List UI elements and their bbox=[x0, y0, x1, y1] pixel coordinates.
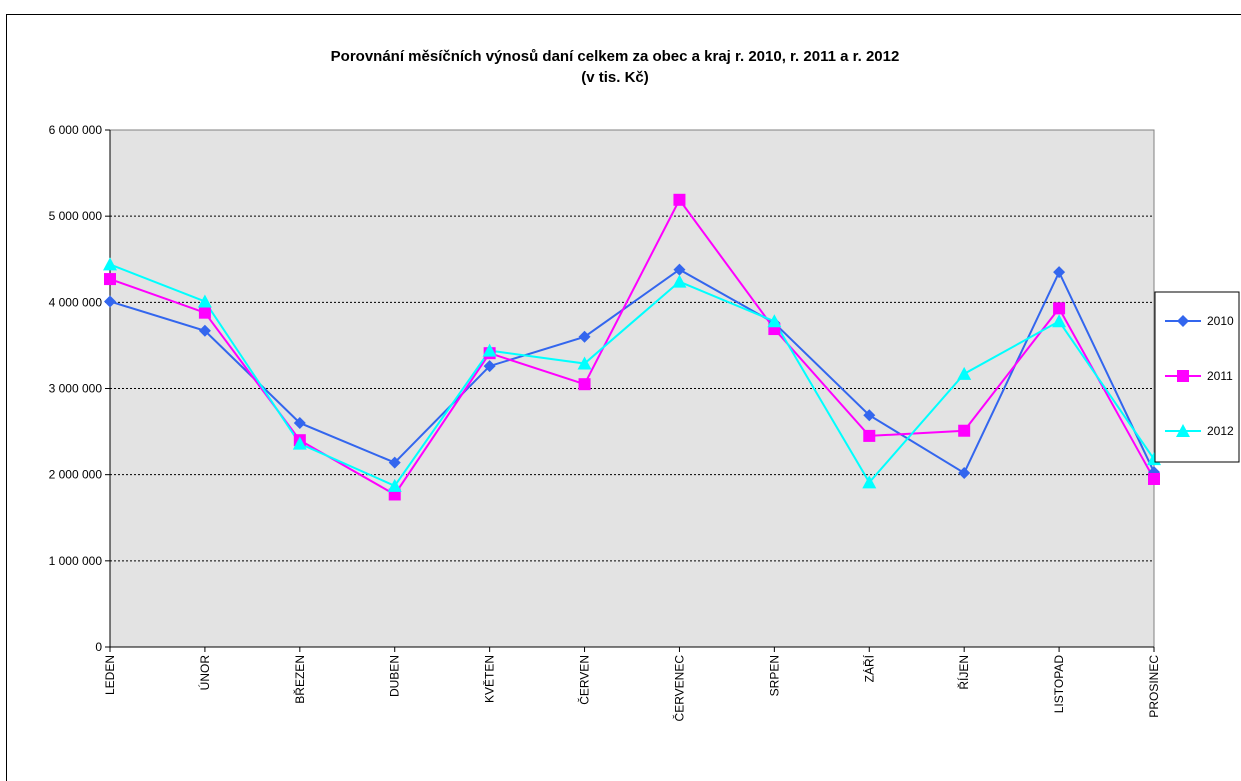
data-point-2010 bbox=[1053, 266, 1066, 279]
data-point-2010 bbox=[198, 324, 211, 337]
data-point-2012 bbox=[482, 343, 497, 357]
data-point-2011 bbox=[578, 378, 591, 391]
data-point-2012 bbox=[767, 314, 782, 328]
data-point-2010 bbox=[388, 456, 401, 469]
y-tick-label: 1 000 000 bbox=[49, 554, 103, 568]
chart-subtitle: (v tis. Kč) bbox=[581, 69, 649, 86]
x-tick-label: ČERVEN bbox=[577, 655, 592, 705]
x-tick-label: LEDEN bbox=[103, 655, 117, 695]
data-point-2011 bbox=[1148, 472, 1160, 485]
data-point-2011 bbox=[958, 424, 971, 437]
legend-marker-2010 bbox=[1177, 315, 1189, 327]
x-tick-label: ZÁŘÍ bbox=[861, 654, 876, 682]
data-point-2011 bbox=[1053, 302, 1066, 315]
x-tick-label: KVĚTEN bbox=[482, 655, 497, 703]
x-tick-label: BŘEZEN bbox=[292, 655, 307, 704]
legend-marker-2012 bbox=[1176, 424, 1190, 437]
series-line-2012 bbox=[109, 263, 1155, 488]
series-line-2010 bbox=[109, 268, 1155, 475]
data-point-2012 bbox=[387, 478, 402, 492]
data-point-2012 bbox=[957, 366, 972, 380]
legend-label-2012: 2012 bbox=[1207, 424, 1234, 438]
x-tick-label: ČERVENEC bbox=[671, 655, 686, 722]
x-tick-label: PROSINEC bbox=[1147, 655, 1161, 718]
x-tick-label: ÚNOR bbox=[197, 655, 212, 691]
legend-marker-2011 bbox=[1177, 370, 1189, 382]
data-point-2012 bbox=[197, 294, 212, 308]
data-point-2011 bbox=[104, 273, 116, 286]
x-tick-label: LISTOPAD bbox=[1052, 655, 1066, 714]
data-point-2011 bbox=[673, 193, 686, 206]
data-point-2010 bbox=[293, 416, 306, 429]
data-point-2012 bbox=[862, 475, 877, 489]
data-point-2012 bbox=[672, 274, 687, 288]
y-tick-label: 6 000 000 bbox=[49, 123, 103, 137]
data-point-2012 bbox=[1052, 314, 1067, 328]
chart-frame bbox=[6, 14, 1241, 781]
legend-label-2010: 2010 bbox=[1207, 314, 1234, 328]
plot-area: 0 1 000 000 2 000 000 3 000 000 4 000 000 5 0… bbox=[49, 123, 1161, 721]
chart-title: Porovnání měsíčních výnosů daní celkem z… bbox=[331, 48, 900, 65]
data-point-2011 bbox=[863, 429, 876, 442]
data-point-2010 bbox=[863, 409, 876, 422]
data-point-2010 bbox=[578, 330, 591, 343]
y-tick-label: 5 000 000 bbox=[49, 209, 103, 223]
y-tick-label: 2 000 000 bbox=[49, 468, 103, 482]
legend-label-2011: 2011 bbox=[1207, 369, 1233, 383]
y-tick-label: 0 bbox=[95, 640, 102, 654]
data-point-2010 bbox=[104, 295, 116, 308]
data-point-2012 bbox=[577, 356, 592, 370]
x-tick-label: DUBEN bbox=[388, 655, 402, 697]
data-point-2011 bbox=[198, 306, 211, 319]
data-point-2012 bbox=[103, 257, 117, 271]
y-tick-label: 4 000 000 bbox=[49, 295, 103, 309]
data-point-2010 bbox=[958, 466, 971, 479]
x-tick-label: ŘÍJEN bbox=[956, 655, 971, 690]
x-tick-label: SRPEN bbox=[767, 655, 781, 696]
data-point-2012 bbox=[292, 436, 307, 450]
y-tick-label: 3 000 000 bbox=[49, 382, 103, 396]
data-point-2010 bbox=[673, 263, 686, 276]
data-point-2010 bbox=[483, 360, 496, 373]
legend: 2010 2011 2012 bbox=[1154, 291, 1240, 463]
